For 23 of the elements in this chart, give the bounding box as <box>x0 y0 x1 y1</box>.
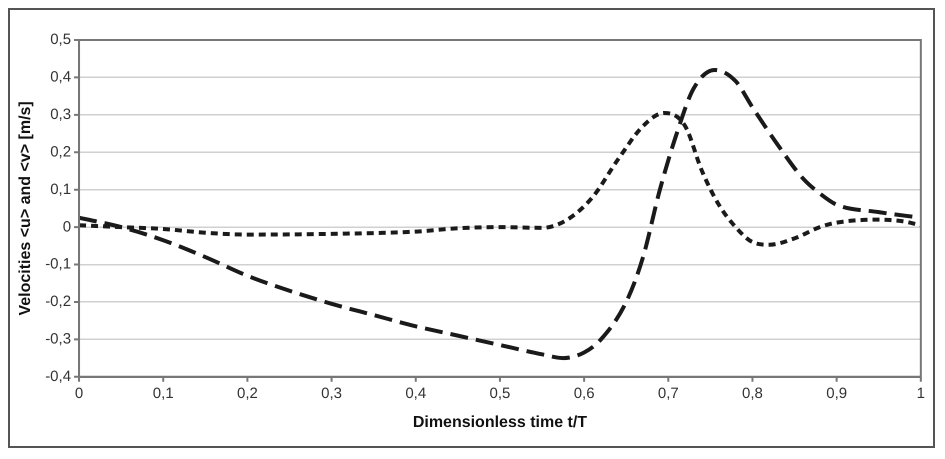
y-tick-label: -0,4 <box>45 368 72 385</box>
x-tick-label: 0,4 <box>405 384 426 402</box>
y-tick-label: 0,4 <box>50 68 72 86</box>
x-tick-label: 0,1 <box>152 384 174 402</box>
y-tick-label: 0,1 <box>50 180 72 198</box>
y-tick-label: -0,3 <box>45 330 72 348</box>
y-tick-label: 0,5 <box>50 31 72 48</box>
y-tick-label: 0,2 <box>50 143 72 160</box>
x-tick-label: 0,2 <box>236 384 258 402</box>
x-tick-label: 0,7 <box>658 384 679 402</box>
x-tick-label: 1 <box>916 384 925 402</box>
y-axis-title: Velocities <u> and <v> [m/s] <box>17 101 34 316</box>
x-tick-label: 0,9 <box>826 384 848 402</box>
x-tick-label: 0,3 <box>321 384 342 402</box>
x-tick-label: 0,5 <box>490 384 510 402</box>
x-axis-title: Dimensionless time t/T <box>412 414 588 431</box>
x-tick-label: 0,8 <box>742 384 763 402</box>
y-tick-label: 0 <box>62 218 72 236</box>
y-tick-label: 0,3 <box>50 106 72 123</box>
x-tick-label: 0,6 <box>574 384 595 402</box>
x-tick-label: 0 <box>74 384 84 402</box>
y-tick-label: -0,2 <box>45 293 72 310</box>
y-tick-label: -0,1 <box>45 256 72 273</box>
